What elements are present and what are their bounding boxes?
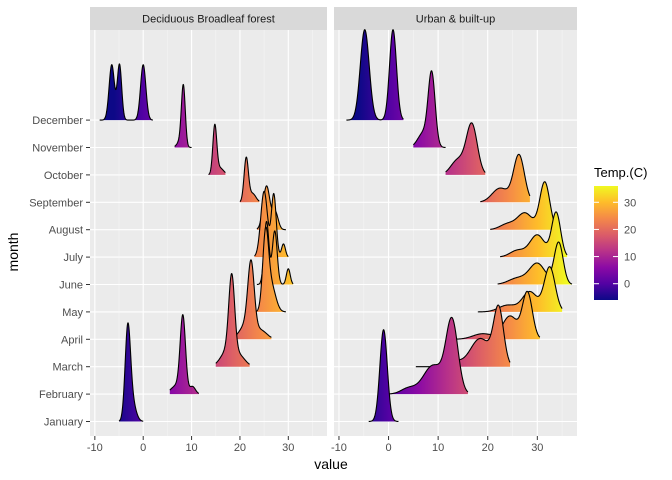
x-tick-label: 20 (482, 442, 494, 454)
ridge-outline-may (477, 266, 563, 313)
y-tick-label: August (49, 225, 83, 237)
x-tick-label: 20 (234, 442, 246, 454)
x-tick-label: 0 (385, 442, 391, 454)
legend-tick-label: 10 (624, 252, 636, 264)
ridge-outline-november (174, 83, 193, 149)
ridge-fill-april (445, 291, 540, 340)
ridge-outline-july (499, 211, 568, 258)
legend-tick-label: 0 (624, 279, 630, 291)
ridge-fill-march (415, 305, 511, 367)
ridge-outline-february (388, 316, 469, 395)
ridge-outline-december (346, 29, 404, 121)
x-tick-label: 30 (531, 442, 543, 454)
ridge-fill-july (254, 191, 289, 258)
ridge-fill-july (500, 211, 568, 258)
color-legend: Temp.(C) 0 10 20 30 (594, 165, 647, 300)
y-tick-label: June (59, 280, 83, 292)
ridge-outline-july (254, 190, 289, 257)
ridge-fill-may (477, 266, 563, 312)
ridge-outline-february (169, 314, 200, 394)
x-tick-label: -10 (87, 442, 103, 454)
x-tick-label: 30 (282, 442, 294, 454)
y-tick-label: December (32, 115, 83, 127)
x-tick-label: -10 (331, 442, 347, 454)
ridge-fill-january (368, 329, 399, 422)
ridge-outline-december (99, 63, 154, 121)
ridge-outline-october (208, 123, 226, 176)
ridge-fill-december (99, 63, 153, 121)
y-tick-label: April (61, 334, 83, 346)
ridge-fill-february (169, 314, 199, 395)
ridge-outline-august (489, 181, 560, 230)
ridge-fill-june (497, 242, 573, 285)
facet-strip (90, 7, 327, 30)
legend-title: Temp.(C) (594, 165, 647, 180)
ridge-outline-january (118, 322, 144, 422)
ridge-fill-november (174, 84, 192, 148)
ridge-fill-december (346, 29, 404, 121)
ridge-outline-april (234, 259, 272, 338)
y-tick-label: May (62, 307, 83, 319)
legend-colorbar (594, 186, 618, 300)
x-tick-label: 0 (140, 442, 146, 454)
ridge-outline-september (479, 153, 531, 203)
ridge-fill-november (413, 70, 446, 148)
x-tick-label: 10 (185, 442, 197, 454)
x-tick-label: 10 (432, 442, 444, 454)
y-axis-title: month (5, 233, 21, 272)
facet-strip-label: Deciduous Broadleaf forest (142, 14, 275, 26)
facet-strip (334, 7, 577, 30)
y-tick-label: November (32, 143, 83, 155)
y-tick-label: March (52, 362, 83, 374)
legend-tick-label: 30 (624, 197, 636, 209)
ridge-fill-february (388, 317, 468, 395)
facet-panel: Urban & built-up -10 0 10 20 30 (331, 7, 577, 454)
facet-panel: Deciduous Broadleaf forest -10 0 10 20 30 (87, 7, 327, 454)
y-tick-label: September (29, 197, 83, 209)
ridge-outline-september (239, 156, 260, 203)
y-tick-label: July (63, 252, 83, 264)
ridge-outline-march (215, 272, 251, 365)
ridge-fill-august (490, 181, 560, 230)
ridge-outline-may (254, 226, 287, 313)
ridge-fill-september (480, 154, 530, 203)
facet-strip-label: Urban & built-up (416, 14, 496, 26)
y-tick-label: October (44, 170, 83, 182)
x-axis-title: value (314, 456, 348, 472)
legend-tick-label: 20 (624, 224, 636, 236)
ridge-outline-october (445, 122, 486, 173)
y-tick-label: February (39, 389, 84, 401)
ridge-outline-june (497, 241, 573, 285)
ridge-outline-november (412, 70, 446, 149)
y-tick-label: January (44, 417, 84, 429)
ridge-fill-march (215, 273, 250, 367)
ridge-outline-january (368, 329, 399, 423)
ridge-fill-january (119, 322, 144, 422)
